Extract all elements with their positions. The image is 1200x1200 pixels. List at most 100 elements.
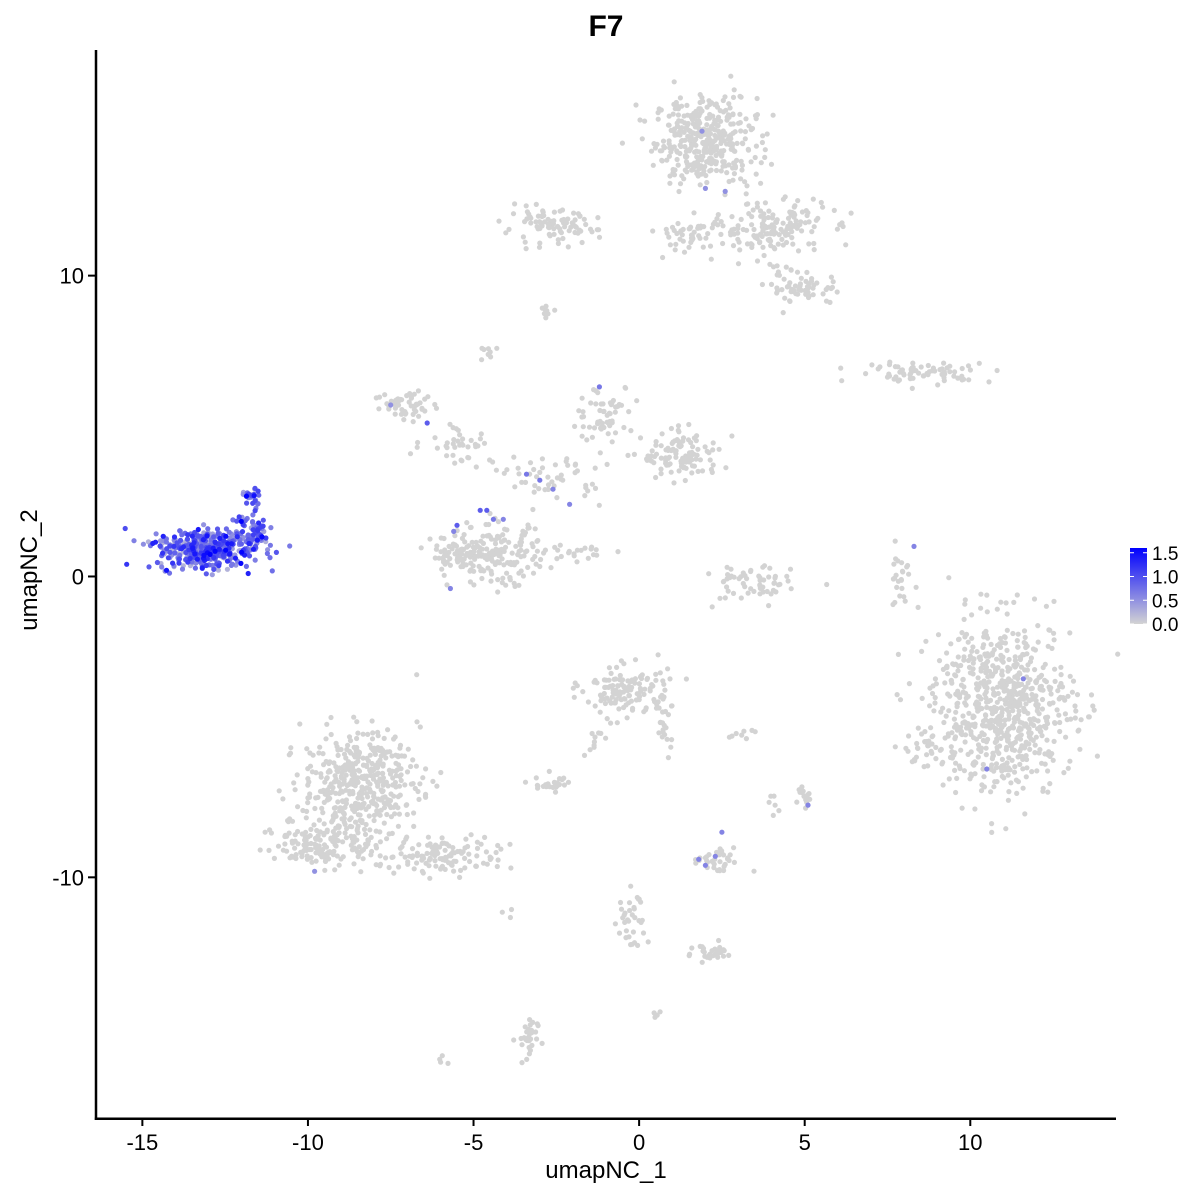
cell-point	[462, 539, 468, 545]
expressing-cell-point	[154, 559, 160, 566]
cell-point	[662, 732, 668, 738]
cell-point	[505, 560, 511, 566]
cell-point	[561, 217, 567, 223]
cell-point	[675, 106, 682, 112]
cell-point	[620, 689, 627, 695]
cell-point	[721, 138, 727, 144]
expressing-cell-point	[221, 538, 227, 544]
cell-point	[1020, 651, 1026, 658]
cell-point	[811, 224, 817, 230]
cell-point	[354, 735, 360, 742]
cell-point	[313, 858, 319, 864]
cell-point	[682, 144, 688, 150]
cell-point	[522, 239, 528, 245]
cell-point	[743, 201, 750, 207]
cell-point	[381, 805, 388, 811]
cell-point	[1004, 647, 1010, 654]
cell-point	[447, 562, 453, 568]
cell-point	[671, 144, 677, 150]
cell-point	[381, 820, 387, 826]
cell-point	[305, 800, 311, 806]
cell-point	[525, 564, 531, 571]
cell-point	[539, 456, 546, 462]
cell-point	[392, 779, 398, 786]
cell-point	[694, 433, 700, 439]
cell-point	[420, 775, 426, 781]
cell-point	[522, 779, 529, 785]
cell-point	[1035, 639, 1041, 645]
cell-point	[618, 906, 625, 912]
cell-point	[991, 690, 997, 696]
cell-point	[337, 783, 343, 789]
expressing-cell-point	[722, 188, 728, 194]
cell-point	[288, 745, 294, 751]
expressing-cell-point	[250, 500, 256, 506]
cell-point	[1020, 785, 1026, 791]
cell-point	[551, 209, 558, 215]
cell-point	[422, 793, 428, 799]
cell-point	[988, 672, 994, 678]
expressing-cell-point	[254, 537, 260, 543]
cell-point	[838, 365, 844, 371]
cell-point	[1023, 701, 1029, 707]
expressing-cell-point	[424, 420, 430, 426]
cell-point	[768, 161, 775, 167]
cell-point	[946, 708, 952, 714]
cell-point	[659, 158, 665, 164]
cell-point	[968, 773, 974, 779]
cell-point	[579, 395, 585, 401]
cell-point	[666, 153, 673, 159]
cell-point	[973, 736, 980, 742]
cell-point	[414, 444, 420, 450]
cell-point	[947, 693, 953, 699]
cell-point	[353, 801, 359, 807]
cell-point	[687, 137, 694, 143]
cell-point	[356, 844, 362, 850]
cell-point	[604, 695, 610, 701]
cell-point	[690, 444, 696, 450]
cell-point	[1026, 698, 1033, 704]
cell-point	[631, 904, 637, 911]
cell-point	[892, 538, 898, 544]
cell-point	[788, 586, 794, 592]
cell-point	[745, 590, 751, 596]
cell-point	[519, 1060, 525, 1066]
cell-point	[1072, 715, 1078, 721]
cell-point	[384, 836, 390, 842]
cell-point	[437, 844, 443, 850]
cell-point	[1024, 765, 1030, 771]
cell-point	[735, 261, 742, 267]
cell-point	[688, 162, 695, 168]
cell-point	[892, 744, 898, 750]
cell-point	[886, 362, 893, 368]
cell-point	[752, 113, 759, 119]
cell-point	[1010, 703, 1017, 709]
cell-point	[1006, 789, 1012, 795]
cell-point	[731, 859, 738, 866]
cell-point	[774, 263, 780, 269]
cell-point	[651, 141, 657, 147]
expressing-cell-point	[145, 539, 151, 545]
cell-point	[1029, 769, 1035, 775]
cell-point	[530, 1019, 536, 1025]
cell-point	[667, 145, 673, 151]
cell-point	[494, 345, 500, 351]
cell-point	[801, 793, 807, 799]
cell-point	[703, 172, 709, 179]
expressing-cell-point	[207, 551, 213, 558]
cell-point	[1047, 781, 1053, 787]
cell-point	[377, 829, 383, 835]
cell-point	[1017, 761, 1023, 768]
cell-point	[303, 838, 309, 844]
cell-point	[895, 378, 901, 384]
cell-point	[704, 131, 710, 137]
cell-point	[1003, 701, 1009, 707]
cell-point	[522, 1024, 528, 1030]
cell-point	[923, 638, 929, 644]
cell-point	[688, 439, 694, 446]
cell-point	[743, 736, 750, 742]
cell-point	[734, 140, 740, 146]
cell-point	[811, 240, 817, 247]
cell-point	[985, 635, 991, 641]
expressing-cell-point	[696, 856, 702, 862]
